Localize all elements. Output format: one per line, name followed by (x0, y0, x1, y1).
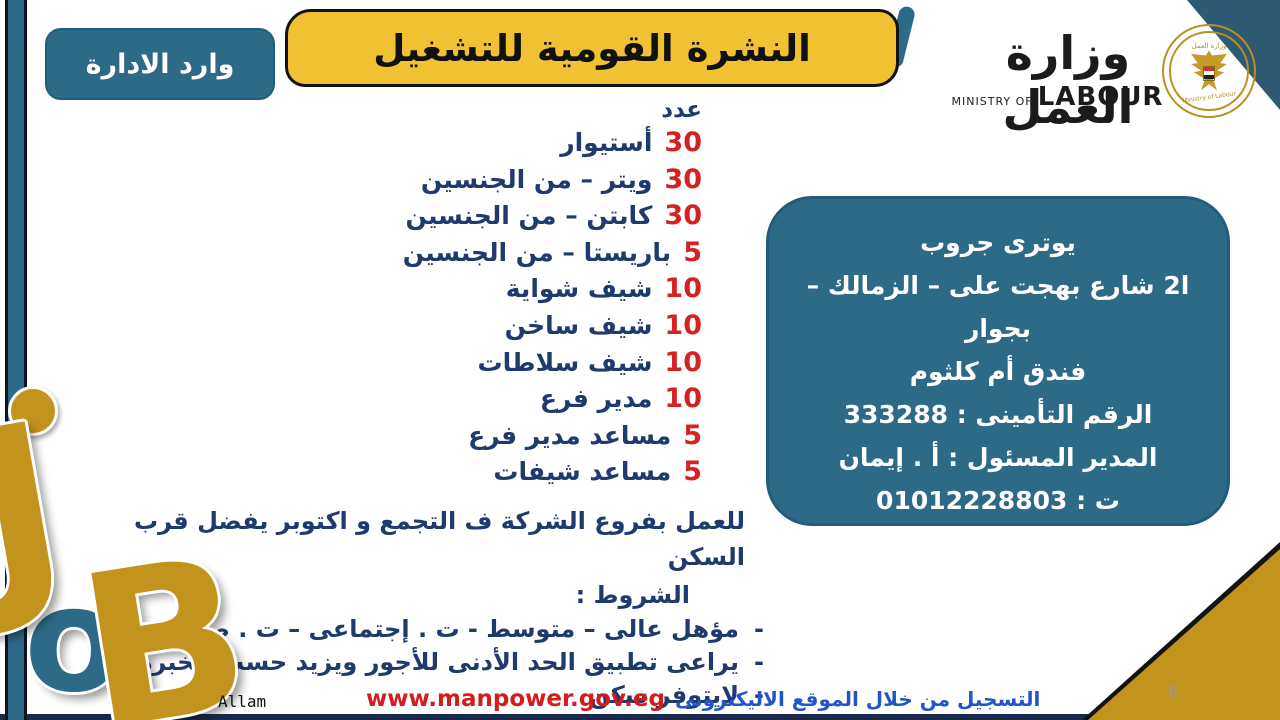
job-count: 10 (664, 273, 702, 305)
insurance-number: الرقم التأمينى : 333288 (843, 400, 1153, 429)
job-title: شيف ساخن (504, 310, 653, 340)
condition-text: لايتوفر سكن (589, 681, 739, 709)
condition-text: مؤهل عالى – متوسط - ت . إجتماعى – ت . صح… (165, 615, 739, 643)
job-count: 5 (683, 419, 702, 451)
registration-text: التسجيل من خلال الموقع الاليكترونى (674, 687, 1041, 711)
company-name: يوترى جروب (920, 228, 1076, 257)
eagle-icon (1189, 50, 1229, 94)
responsible-manager: المدير المسئول : أ . إيمان (838, 443, 1158, 472)
condition-item: - مؤهل عالى – متوسط - ت . إجتماعى – ت . … (130, 613, 765, 646)
page-title: النشرة القومية للتشغيل (373, 26, 811, 70)
job-count: 10 (664, 383, 702, 415)
job-title: مساعد مدير فرع (468, 420, 672, 450)
job-count: 30 (664, 200, 702, 232)
condition-item: - لايتوفر سكن (130, 679, 765, 712)
job-title: شيف شواية (505, 274, 653, 304)
phone-number: ت : 01012228803 (876, 486, 1120, 515)
job-row: 5 مساعد مدير فرع (403, 418, 702, 455)
job-letter-o: o (24, 556, 124, 720)
condition-item: - يراعى تطبيق الحد الأدنى للأجور ويزيد ح… (130, 646, 765, 679)
job-row: 30 كابتن – من الجنسين (403, 198, 702, 235)
ministry-english-name: MINISTRY OF LABOUR (950, 82, 1165, 112)
job-count: 30 (664, 127, 702, 158)
bullet-dash: - (754, 648, 764, 676)
incoming-admin-badge: وارد الادارة (45, 28, 275, 100)
ministry-arabic-name: وزارة العمل (1002, 26, 1134, 134)
job-count: 10 (664, 309, 702, 341)
job-title: مدير فرع (539, 384, 653, 414)
job-row: 10 شيف ساخن (403, 308, 702, 345)
job-title: مساعد شيفات (493, 457, 672, 487)
job-title: شيف سلاطات (477, 347, 653, 377)
work-location-note: للعمل بفروع الشركة ف التجمع و اكتوبر يفض… (133, 507, 745, 571)
job-letter-dot (8, 386, 58, 436)
incoming-admin-label: وارد الادارة (85, 48, 235, 80)
notes-section: للعمل بفروع الشركة ف التجمع و اكتوبر يفض… (130, 503, 764, 712)
title-banner: النشرة القومية للتشغيل (285, 9, 899, 87)
job-count: 5 (683, 456, 702, 488)
conditions-label: الشروط : (575, 581, 690, 609)
job-list: عدد 30 أستيوار 30 ويتر – من الجنسين 30 ك… (403, 95, 702, 491)
job-title: أستيوار (560, 128, 653, 157)
job-row: 30 ويتر – من الجنسين (403, 162, 702, 199)
bottom-navy-strip (0, 714, 1280, 720)
signature-text: Allam (218, 692, 267, 711)
job-title: باريستا – من الجنسين (402, 237, 672, 267)
seal-inner-ring: وزارة العمل Ministry of Labour (1169, 31, 1249, 111)
labour-text: LABOUR (1037, 82, 1164, 112)
job-row: 10 مدير فرع (403, 381, 702, 418)
company-address-line2: فندق أم كلثوم (909, 357, 1087, 386)
ministry-seal-icon: وزارة العمل Ministry of Labour (1162, 24, 1256, 118)
seal-arabic-text: وزارة العمل (1191, 41, 1227, 50)
job-letter-b: B (65, 508, 264, 720)
registration-footer: التسجيل من خلال الموقع الاليكترونى www.m… (366, 686, 1040, 712)
condition-text: يراعى تطبيق الحد الأدنى للأجور ويزيد حسب… (138, 648, 739, 676)
job-count: 30 (664, 163, 702, 195)
job-count: 5 (683, 236, 702, 268)
egypt-flag-icon (1203, 65, 1215, 81)
job-row: 30 أستيوار (403, 125, 702, 162)
job-letter-j: J (0, 374, 82, 642)
ministry-of-text: MINISTRY OF (951, 95, 1033, 108)
job-row: 10 شيف شواية (403, 271, 702, 308)
job-row: 5 مساعد شيفات (403, 454, 702, 491)
job-count: 10 (664, 346, 702, 378)
count-header: عدد (661, 97, 702, 123)
job-row: 5 باريستا – من الجنسين (403, 235, 702, 272)
company-card: يوترى جروب ا2 شارع بهجت على – الزمالك – … (766, 196, 1230, 526)
bullet-dash: - (754, 615, 764, 643)
website-url: www.manpower.gov.eg (366, 686, 665, 712)
page-number: 8 (1168, 683, 1178, 701)
job-row: 10 شيف سلاطات (403, 345, 702, 382)
left-edge-stripe (5, 0, 27, 720)
job-title: ويتر – من الجنسين (420, 164, 653, 194)
bullet-dash: - (754, 681, 764, 709)
company-address-line1: ا2 شارع بهجت على – الزمالك – بجوار (806, 271, 1190, 343)
job-title: كابتن – من الجنسين (405, 201, 653, 231)
